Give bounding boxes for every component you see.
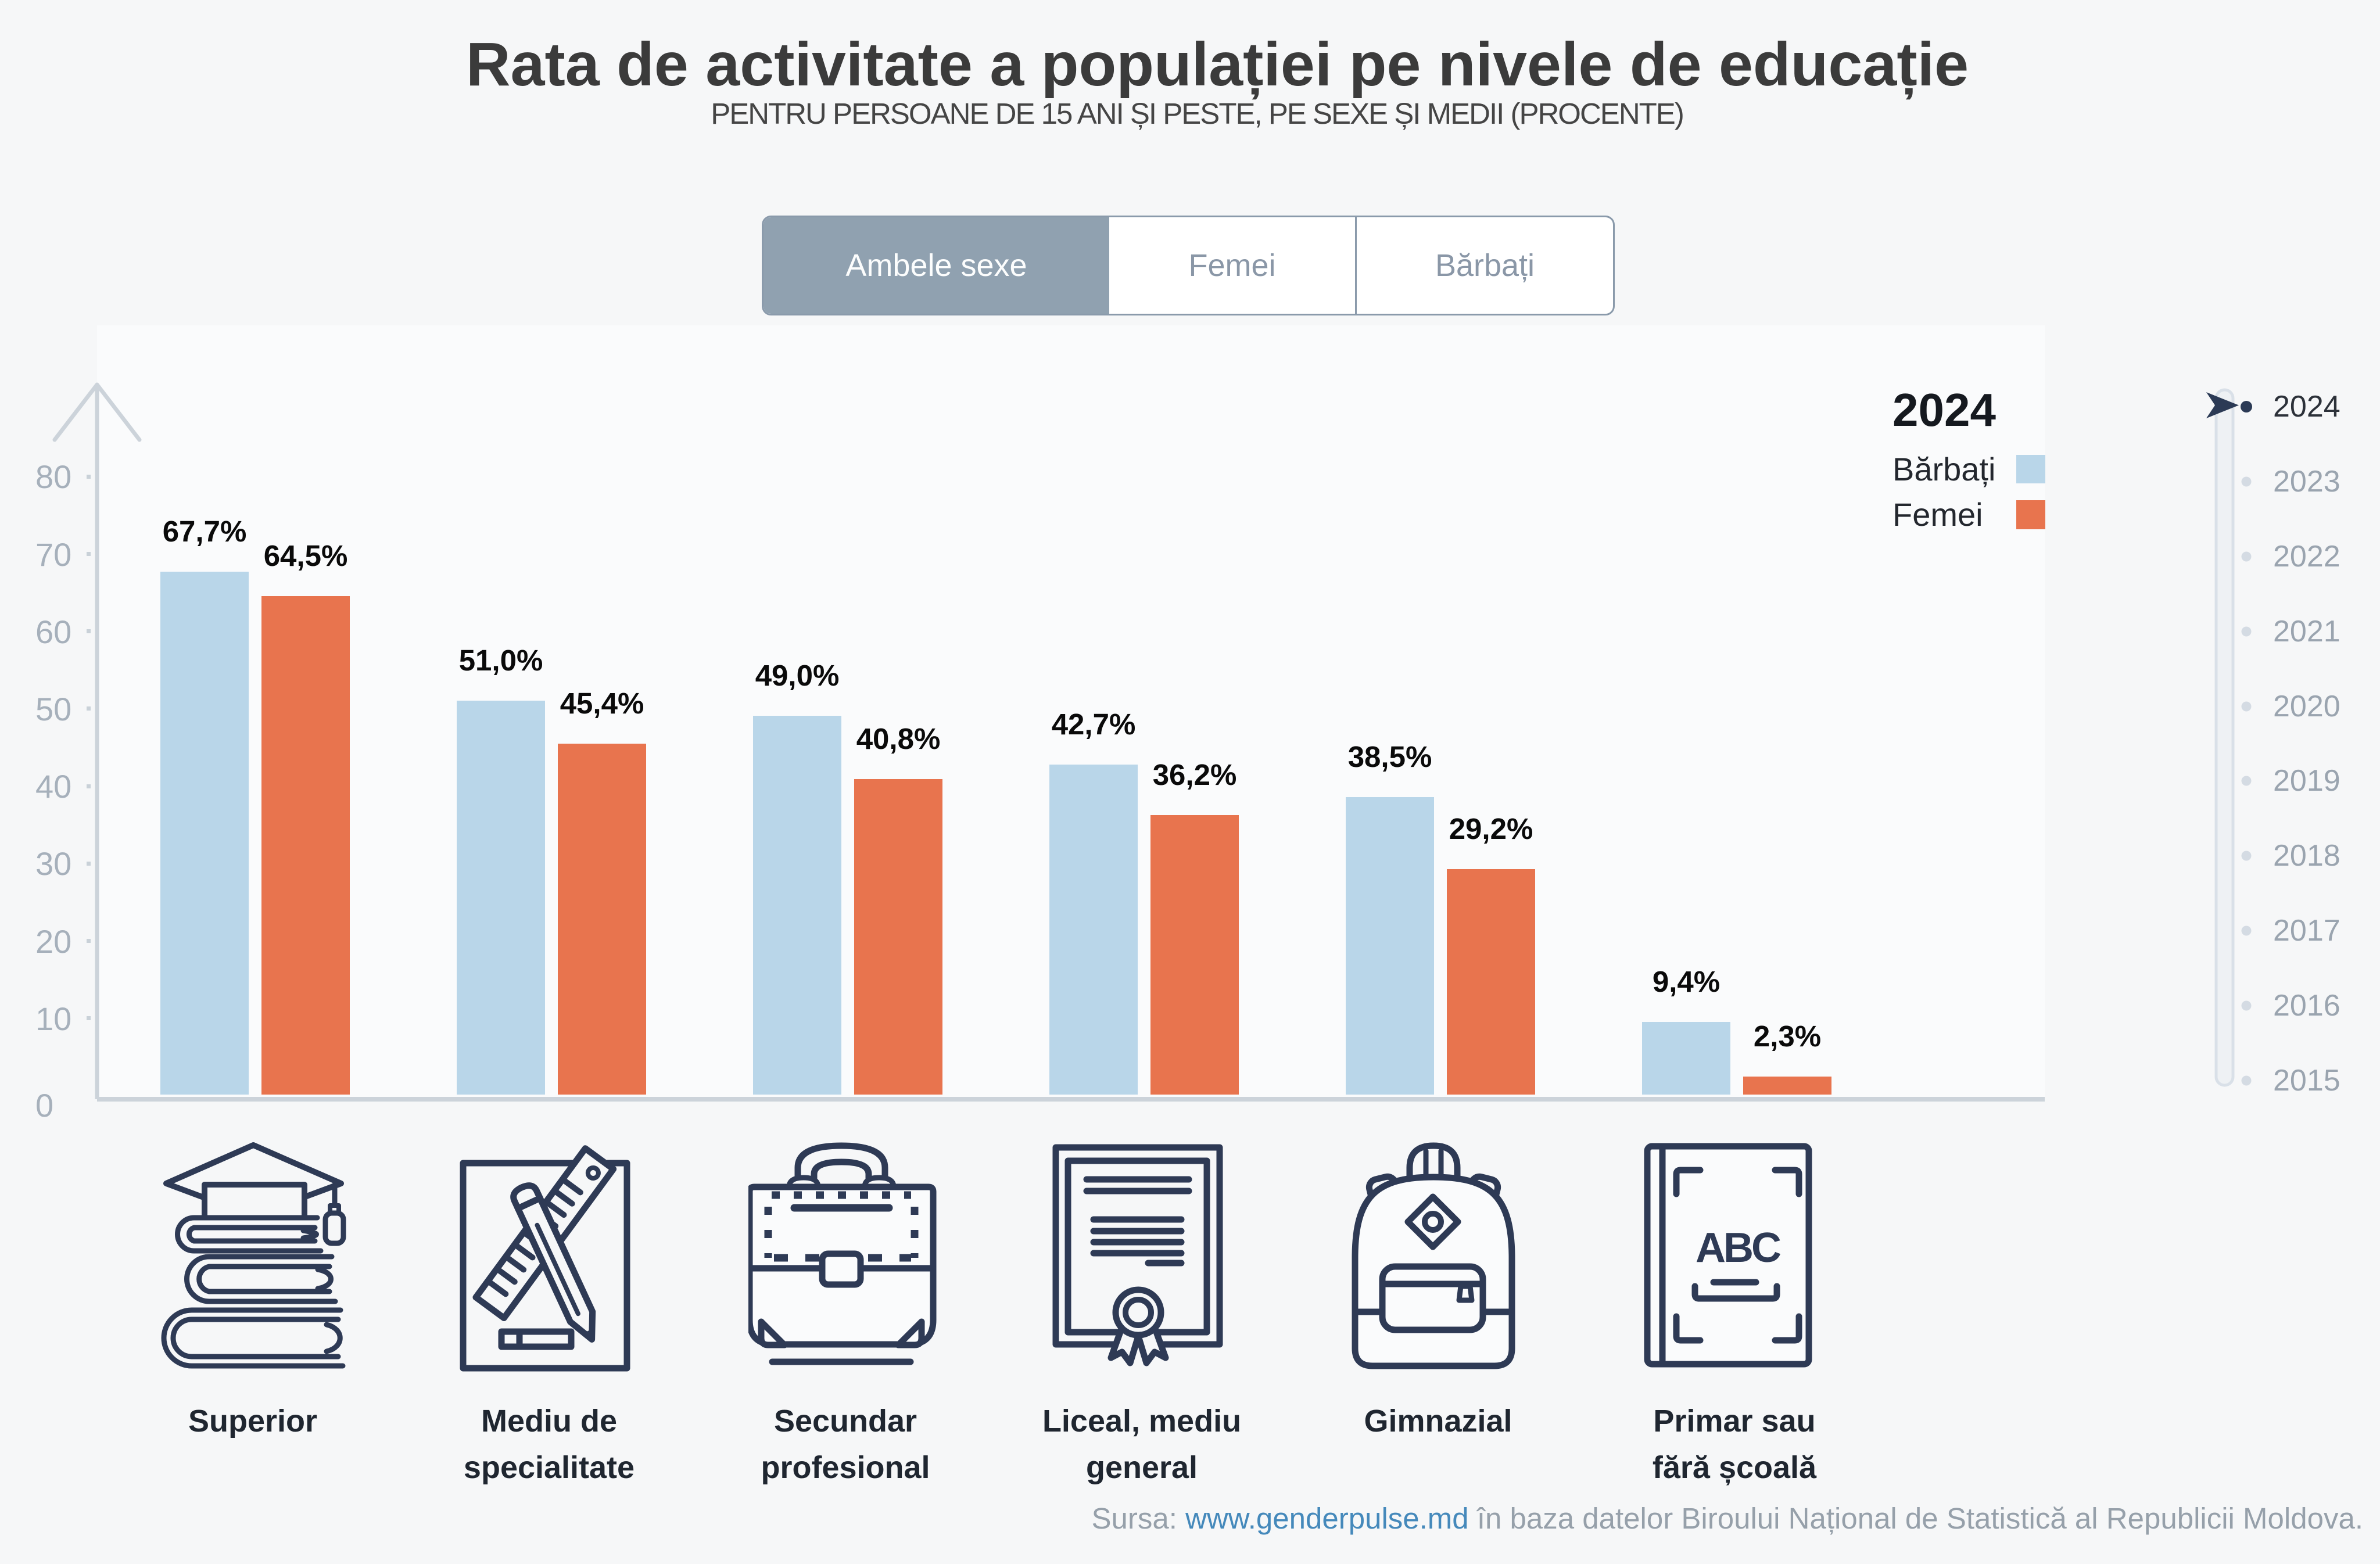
svg-text:ABC: ABC (1696, 1225, 1781, 1271)
